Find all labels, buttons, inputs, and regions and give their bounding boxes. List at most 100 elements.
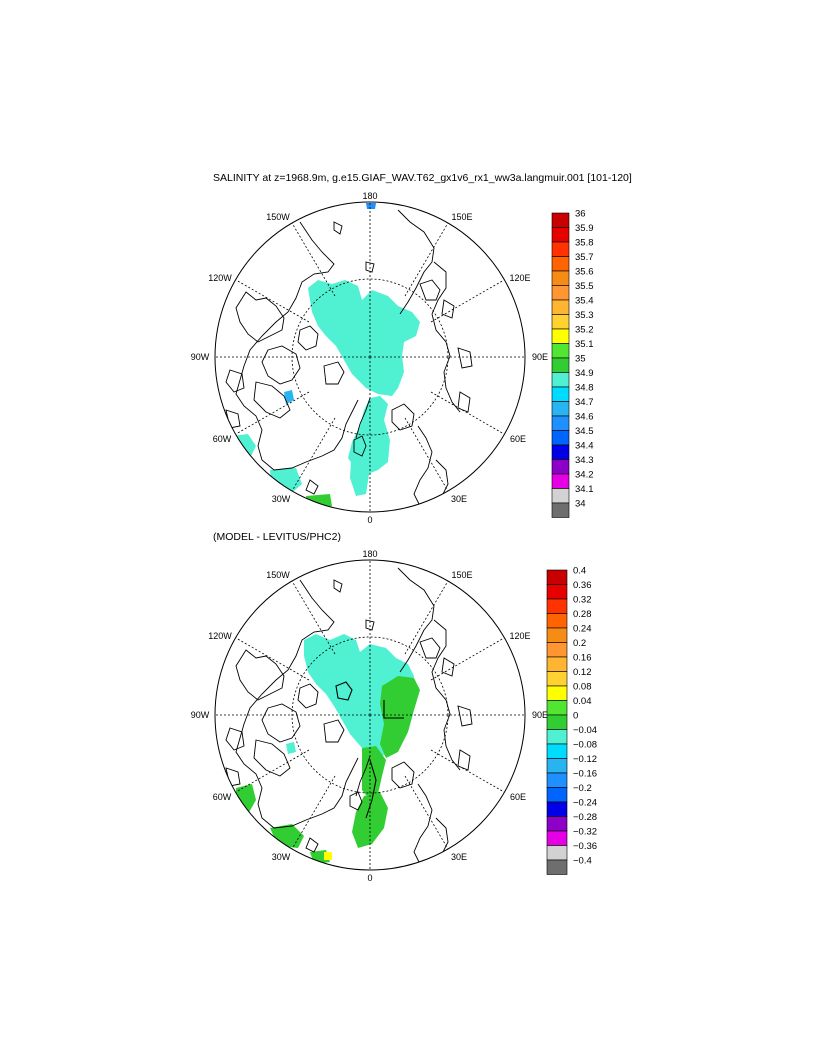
salinity-colorbar-label-19: 34.1 xyxy=(575,484,594,495)
salinity-colorbar-label-16: 34.4 xyxy=(575,441,594,452)
lon-label-30e: 30E xyxy=(451,494,467,504)
lon-label-120e: 120E xyxy=(509,273,530,283)
difference-colorbar-swatch-18 xyxy=(546,830,568,846)
difference-colorbar-swatch-14 xyxy=(546,772,568,788)
field-eurasian-positive xyxy=(380,676,420,758)
salinity-colorbar-label-9: 35.1 xyxy=(575,339,594,350)
coastlines xyxy=(225,567,473,865)
lon-label-90w: 90W xyxy=(191,710,210,720)
difference-colorbar-swatch-11 xyxy=(546,729,568,745)
difference-colorbar-swatch-6 xyxy=(546,656,568,672)
lon-label-180: 180 xyxy=(362,549,377,559)
difference-colorbar-swatch-1 xyxy=(546,584,568,600)
lon-label-120w: 120W xyxy=(208,631,232,641)
difference-colorbar: 0.4 0.36 0.32 0.28 0.24 0.2 0.16 0.12 0.08 0.04 0 −… xyxy=(546,566,597,875)
coastlines xyxy=(225,209,473,507)
salinity-colorbar-label-10: 35 xyxy=(575,354,586,365)
lon-label-0: 0 xyxy=(367,515,372,525)
difference-colorbar-label-11: −0.04 xyxy=(573,725,597,736)
difference-colorbar-label-4: 0.24 xyxy=(573,624,592,635)
salinity-colorbar-label-4: 35.6 xyxy=(575,267,594,278)
difference-colorbar-label-19: −0.36 xyxy=(573,841,597,852)
lon-label-60e: 60E xyxy=(510,434,526,444)
difference-colorbar-label-2: 0.32 xyxy=(573,595,592,606)
difference-colorbar-label-13: −0.12 xyxy=(573,754,597,765)
lon-label-150e: 150E xyxy=(451,212,472,222)
field-bering-patch xyxy=(366,203,376,209)
lon-label-60w: 60W xyxy=(213,792,232,802)
difference-colorbar-label-6: 0.16 xyxy=(573,653,592,664)
lon-label-90e: 90E xyxy=(532,710,548,720)
difference-colorbar-label-8: 0.08 xyxy=(573,682,592,693)
salinity-colorbar-label-13: 34.7 xyxy=(575,397,594,408)
lon-label-60e: 60E xyxy=(510,792,526,802)
zero-contours xyxy=(335,681,404,819)
salinity-colorbar-label-15: 34.5 xyxy=(575,426,594,437)
salinity-colorbar-label-7: 35.3 xyxy=(575,310,594,321)
difference-colorbar-label-12: −0.08 xyxy=(573,740,597,751)
graticule xyxy=(215,560,525,870)
difference-colorbar-swatch-13 xyxy=(546,758,568,774)
difference-colorbar-swatch-7 xyxy=(546,671,568,687)
salinity-colorbar-label-5: 35.5 xyxy=(575,281,594,292)
salinity-colorbar-label-1: 35.9 xyxy=(575,223,594,234)
field-labrador-positive xyxy=(236,784,256,814)
lon-label-120e: 120E xyxy=(509,631,530,641)
difference-colorbar-swatch-20 xyxy=(546,859,568,875)
salinity-colorbar-label-0: 36 xyxy=(575,209,586,220)
difference-colorbar-swatch-19 xyxy=(546,845,568,861)
difference-colorbar-swatch-4 xyxy=(546,627,568,643)
salinity-colorbar-label-11: 34.9 xyxy=(575,368,594,379)
difference-colorbar-swatch-8 xyxy=(546,685,568,701)
difference-colorbar-label-14: −0.16 xyxy=(573,769,597,780)
field-nordic-extension xyxy=(350,446,370,496)
lon-label-180: 180 xyxy=(362,191,377,201)
difference-colorbar-label-10: 0 xyxy=(573,711,578,722)
difference-colorbar-swatch-16 xyxy=(546,801,568,817)
difference-colorbar-label-15: −0.2 xyxy=(573,783,592,794)
lon-label-150w: 150W xyxy=(266,570,290,580)
salinity-colorbar-label-6: 35.4 xyxy=(575,296,594,307)
salinity-colorbar-label-8: 35.2 xyxy=(575,325,594,336)
difference-colorbar-swatch-3 xyxy=(546,613,568,629)
difference-colorbar-label-0: 0.4 xyxy=(573,566,586,577)
difference-colorbar-swatch-2 xyxy=(546,598,568,614)
lon-label-120w: 120W xyxy=(208,273,232,283)
difference-colorbar-swatch-0 xyxy=(546,569,568,585)
longitude-labels: 180 150W 150E 120W 120E 90W 90E 60W 60E … xyxy=(191,549,548,883)
difference-colorbar-label-18: −0.32 xyxy=(573,827,597,838)
difference-colorbar-label-3: 0.28 xyxy=(573,609,592,620)
difference-colorbar-swatch-10 xyxy=(546,714,568,730)
difference-colorbar-swatch-12 xyxy=(546,743,568,759)
difference-colorbar-swatch-9 xyxy=(546,700,568,716)
difference-colorbar-label-7: 0.12 xyxy=(573,667,592,678)
salinity-colorbar: 36 35.9 35.8 35.7 35.6 35.5 35.4 35.3 35.2 35.1 35… xyxy=(551,209,594,518)
lon-label-30e: 30E xyxy=(451,852,467,862)
field-atlantic-yellow xyxy=(324,852,332,860)
salinity-colorbar-swatch-20 xyxy=(551,502,570,518)
difference-colorbar-swatch-5 xyxy=(546,642,568,658)
map-border xyxy=(214,559,526,871)
field-baffin-bay-patch xyxy=(284,390,294,404)
graticule xyxy=(215,202,525,512)
salinity-colorbar-label-12: 34.8 xyxy=(575,383,594,394)
difference-colorbar-swatch-15 xyxy=(546,787,568,803)
difference-colorbar-label-20: −0.4 xyxy=(573,856,592,867)
lon-label-150e: 150E xyxy=(451,570,472,580)
salinity-colorbar-label-17: 34.3 xyxy=(575,455,594,466)
lon-label-0: 0 xyxy=(367,873,372,883)
difference-subtitle: (MODEL - LEVITUS/PHC2) xyxy=(213,531,341,543)
longitude-labels: 180 150W 150E 120W 120E 90W 90E 60W 60E … xyxy=(191,191,548,525)
map-border xyxy=(214,201,526,513)
difference-colorbar-label-16: −0.24 xyxy=(573,798,597,809)
lon-label-150w: 150W xyxy=(266,212,290,222)
figure-title: SALINITY at z=1968.9m, g.e15.GIAF_WAV.T6… xyxy=(213,172,632,184)
lon-label-30w: 30W xyxy=(272,852,291,862)
field-baffin-small xyxy=(286,742,296,754)
difference-colorbar-swatch-17 xyxy=(546,816,568,832)
salinity-colorbar-label-2: 35.8 xyxy=(575,238,594,249)
lon-label-60w: 60W xyxy=(213,434,232,444)
salinity-colorbar-label-14: 34.6 xyxy=(575,412,594,423)
